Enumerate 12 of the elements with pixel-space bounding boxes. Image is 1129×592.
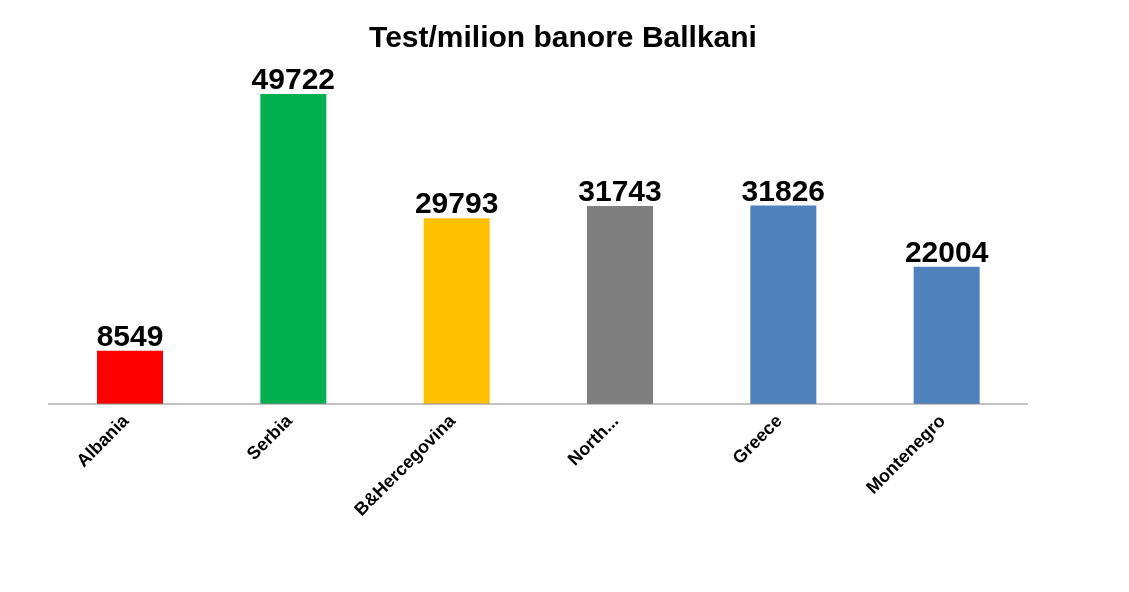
bar [913,266,980,404]
data-label: 49722 [251,62,336,95]
data-label: 31826 [741,173,826,207]
bar [260,94,327,404]
bar [423,218,490,404]
data-label: 31743 [578,174,662,208]
bar [97,350,163,404]
chart-title: Test/milion banore Ballkani [368,20,758,54]
data-label: 22004 [904,234,989,268]
data-label: 8549 [96,318,164,352]
data-label: 29793 [414,186,499,220]
bar [750,205,817,404]
